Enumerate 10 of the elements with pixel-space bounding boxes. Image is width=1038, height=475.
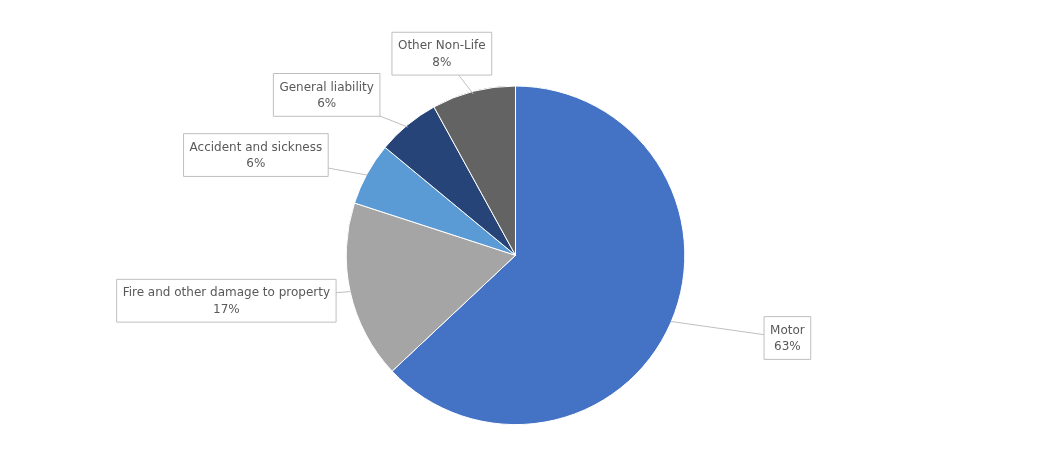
data-label: 6% (317, 96, 337, 111)
slice-label: Motor (770, 322, 805, 337)
data-label: 8% (432, 55, 452, 70)
slice-label: General liability (279, 79, 374, 94)
data-label: 63% (774, 339, 801, 354)
data-label: 17% (213, 302, 240, 317)
slice-label: Fire and other damage to property (122, 285, 331, 300)
slice-label: Accident and sickness (189, 139, 323, 154)
slice-label: Other Non-Life (397, 38, 486, 53)
data-label: 6% (246, 156, 266, 171)
